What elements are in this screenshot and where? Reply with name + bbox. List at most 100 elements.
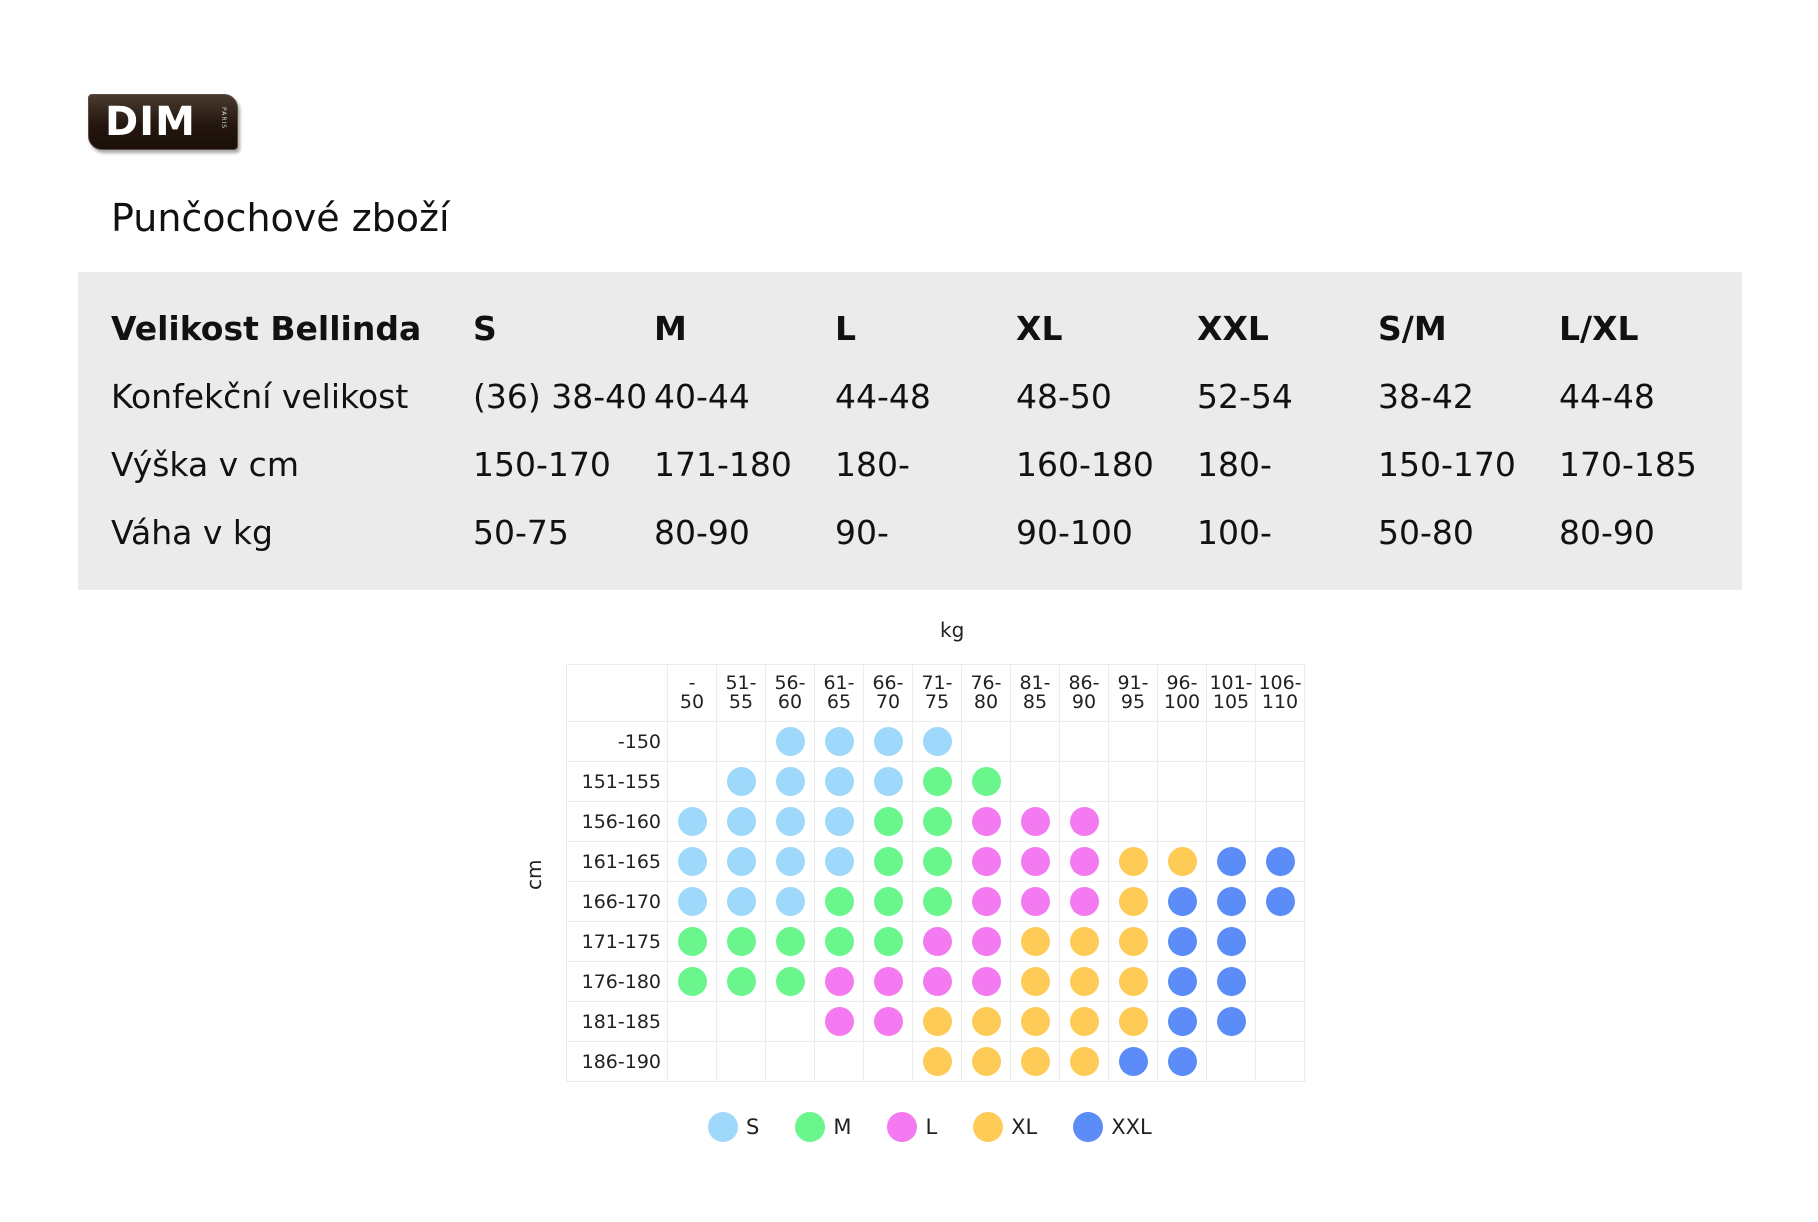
grid-cell [1059, 761, 1109, 802]
grid-cell [667, 961, 717, 1002]
header-row: -50 51- 55 56- 60 61- 65 66- 70 71- 75 76- 80 81- 85 86… [566, 664, 1305, 722]
grid-cell [1157, 801, 1207, 842]
size-dot-l [971, 967, 1001, 996]
legend-item: S [708, 1112, 759, 1142]
grid-cell [912, 841, 962, 882]
grid-cell [1206, 761, 1256, 802]
grid-cell [1010, 761, 1060, 802]
grid-cell [863, 921, 913, 962]
grid-cell [1206, 721, 1256, 762]
size-dot-xl [1020, 1007, 1050, 1036]
size-dot-m [775, 967, 805, 996]
grid-cell [961, 961, 1011, 1002]
table-cell: 171-180 [654, 444, 792, 484]
grid-cell [1206, 801, 1256, 842]
grid-cell [1010, 1041, 1060, 1082]
grid-cell [1059, 721, 1109, 762]
table-cell: 48-50 [1016, 376, 1112, 416]
grid-cell [765, 1041, 815, 1082]
row-label: Konfekční velikost [111, 376, 409, 416]
grid-cell [1108, 961, 1158, 1002]
grid-cell [863, 801, 913, 842]
size-dot-s [873, 727, 903, 756]
size-dot-xl [922, 1007, 952, 1036]
grid-cell [1010, 801, 1060, 842]
grid-cell [912, 961, 962, 1002]
x-tick-label: 76- 80 [961, 664, 1011, 722]
x-tick-label: 51- 55 [716, 664, 766, 722]
size-dot-m [873, 807, 903, 836]
size-dot-m [922, 807, 952, 836]
grid-cell [667, 1041, 717, 1082]
size-dot-s [824, 727, 854, 756]
grid-cell [1010, 961, 1060, 1002]
legend-item: XXL [1073, 1112, 1152, 1142]
size-dot-l [971, 847, 1001, 876]
page-title: Punčochové zboží [111, 196, 450, 240]
grid-cell [1108, 921, 1158, 962]
grid-cell [1157, 1041, 1207, 1082]
table-cell: XL [1016, 308, 1063, 348]
grid-cell [1059, 1041, 1109, 1082]
y-tick-label: 161-165 [566, 841, 668, 882]
grid-cell [716, 881, 766, 922]
legend-swatch [973, 1112, 1004, 1142]
x-tick-label: 71- 75 [912, 664, 962, 722]
y-tick-label: 151-155 [566, 761, 668, 802]
table-cell: XXL [1197, 308, 1269, 348]
size-dot-s [726, 807, 756, 836]
size-dot-xxl [1216, 847, 1246, 876]
size-dot-xl [1069, 1007, 1099, 1036]
grid-cell [912, 1001, 962, 1042]
size-dot-l [1069, 807, 1099, 836]
size-dot-m [922, 767, 952, 796]
grid-cell [1010, 721, 1060, 762]
grid-cell [814, 1001, 864, 1042]
size-dot-l [824, 967, 854, 996]
size-dot-l [971, 927, 1001, 956]
table-cell: 44-48 [835, 376, 931, 416]
table-cell: 180- [835, 444, 910, 484]
size-dot-s [677, 847, 707, 876]
logo-subtext: PARIS [220, 107, 227, 130]
size-dot-l [1069, 847, 1099, 876]
grid-cell [716, 1001, 766, 1042]
grid-cell [1108, 801, 1158, 842]
grid-cell [1059, 801, 1109, 842]
grid-cell [1255, 881, 1305, 922]
size-dot-s [726, 767, 756, 796]
row-label: Velikost Bellinda [111, 308, 422, 348]
grid-cell [814, 721, 864, 762]
grid-row: 156-160 [566, 801, 1305, 842]
grid-cell [814, 801, 864, 842]
size-dot-m [775, 927, 805, 956]
grid-cell [912, 761, 962, 802]
table-cell: 160-180 [1016, 444, 1154, 484]
size-dot-xl [1069, 1047, 1099, 1076]
grid-cell [765, 841, 815, 882]
size-dot-xxl [1216, 967, 1246, 996]
size-dot-s [824, 767, 854, 796]
row-label: Váha v kg [111, 512, 273, 552]
size-dot-xl [1020, 1047, 1050, 1076]
grid-cell [716, 961, 766, 1002]
size-dot-l [1069, 887, 1099, 916]
size-dot-l [922, 927, 952, 956]
table-cell: M [654, 308, 687, 348]
grid-cell [765, 761, 815, 802]
size-dot-xl [1020, 927, 1050, 956]
x-tick-label: 96- 100 [1157, 664, 1207, 722]
dim-logo: DIM PARIS [88, 94, 238, 150]
size-dot-m [726, 967, 756, 996]
size-dot-s [775, 767, 805, 796]
x-tick-label: 66- 70 [863, 664, 913, 722]
grid-cell [814, 961, 864, 1002]
size-dot-m [922, 847, 952, 876]
size-dot-m [922, 887, 952, 916]
grid-cell [863, 841, 913, 882]
size-table: Velikost Bellinda S M L XL XXL S/M L/XL Konfekčn… [111, 294, 1740, 566]
grid-cell [1255, 721, 1305, 762]
grid-cell [1157, 881, 1207, 922]
size-dot-xl [1118, 847, 1148, 876]
table-cell: S [473, 308, 497, 348]
